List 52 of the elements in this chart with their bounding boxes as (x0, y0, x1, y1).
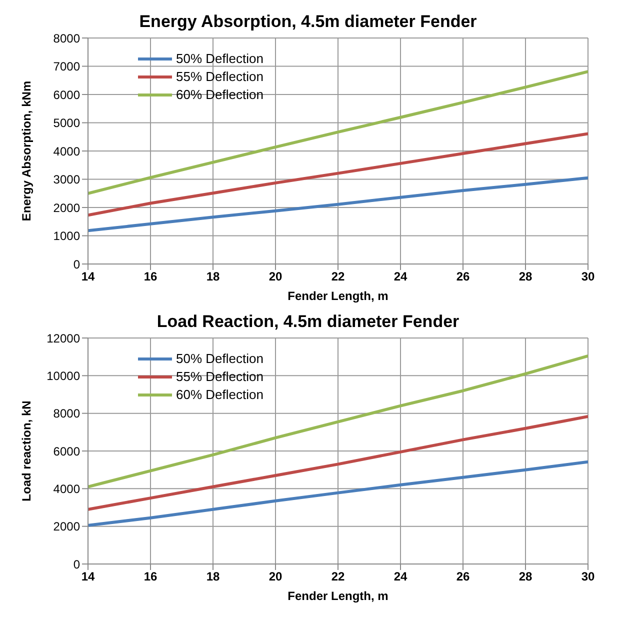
x-tick-label: 14 (81, 570, 95, 584)
x-axis-title: Fender Length, m (288, 589, 388, 603)
y-tick-label: 4000 (53, 144, 80, 158)
x-tick-label: 26 (456, 570, 470, 584)
y-tick-label: 10000 (46, 368, 80, 383)
y-tick-label: 2000 (53, 200, 80, 215)
x-tick-label: 20 (268, 570, 282, 584)
x-tick-label: 26 (456, 270, 470, 284)
x-tick-label: 22 (331, 270, 345, 284)
y-tick-label: 0 (73, 557, 80, 572)
chart-title: Energy Absorption, 4.5m diameter Fender (138, 12, 478, 32)
x-tick-label: 28 (518, 570, 532, 584)
line-series (88, 460, 588, 527)
y-tick-label: 7000 (53, 60, 80, 74)
x-tick-label: 22 (331, 570, 345, 584)
legend-label: 60% Deflection (176, 386, 264, 404)
y-tick-label: 6000 (53, 444, 80, 458)
x-tick-label: 18 (206, 570, 220, 584)
y-tick-label: 4000 (53, 482, 80, 496)
x-tick-label: 28 (518, 270, 532, 284)
x-tick-label: 16 (144, 270, 158, 284)
y-tick-label: 3000 (53, 172, 80, 187)
x-axis-title: Fender Length, m (288, 289, 388, 303)
x-tick-label: 20 (268, 270, 282, 284)
line-series (88, 354, 588, 488)
line-series (88, 415, 588, 511)
legend-label: 50% Deflection (176, 350, 264, 368)
x-tick-label: 30 (581, 270, 595, 284)
y-axis-title: Load reaction, kN (19, 400, 34, 502)
y-tick-label: 6000 (53, 88, 80, 102)
y-tick-label: 0 (73, 257, 80, 272)
x-tick-label: 18 (206, 270, 220, 284)
x-tick-label: 24 (394, 570, 408, 584)
y-tick-label: 2000 (53, 520, 80, 534)
chart-title: Load Reaction, 4.5m diameter Fender (156, 312, 460, 332)
line-series (88, 70, 588, 195)
y-tick-label: 8000 (53, 31, 80, 46)
y-axis-title: Energy Absorption, kNm (19, 80, 34, 222)
x-tick-label: 16 (144, 570, 158, 584)
y-tick-label: 8000 (53, 406, 80, 421)
y-tick-label: 1000 (53, 229, 80, 244)
legend-label: 55% Deflection (176, 368, 264, 386)
line-series (88, 132, 588, 217)
line-series (88, 176, 588, 232)
x-tick-label: 30 (581, 570, 595, 584)
legend-label: 55% Deflection (176, 68, 264, 86)
legend-label: 50% Deflection (176, 50, 264, 68)
legend-label: 60% Deflection (176, 86, 264, 104)
x-tick-label: 24 (394, 270, 408, 284)
y-tick-label: 12000 (46, 331, 80, 346)
x-tick-label: 14 (81, 270, 95, 284)
y-tick-label: 5000 (53, 116, 80, 130)
